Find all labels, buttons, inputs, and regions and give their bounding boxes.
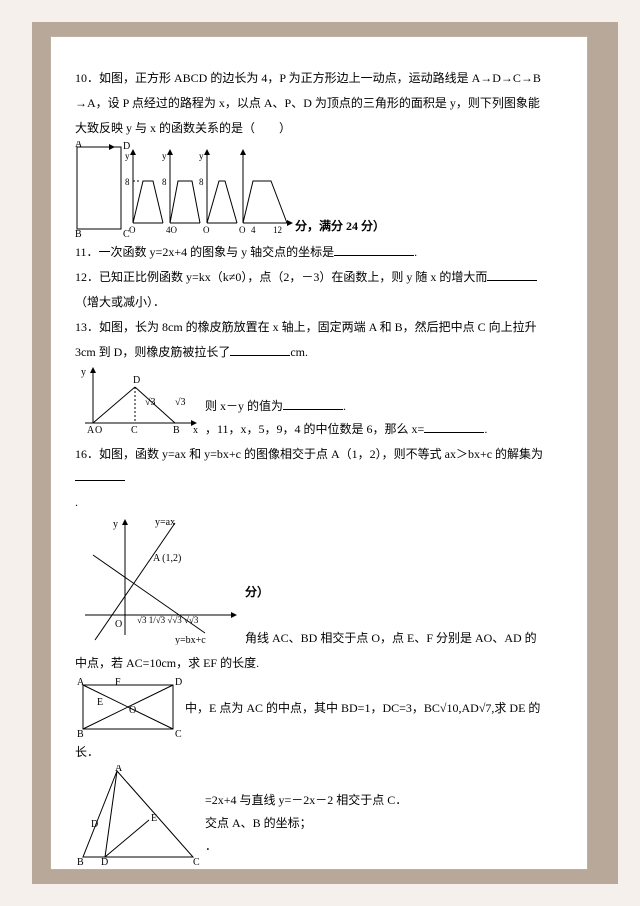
q18-ad: AD xyxy=(461,701,478,715)
q16-text: 16．如图，函数 y=ax 和 y=bx+c 的图像相交于点 A（1，2），则不… xyxy=(75,447,543,461)
q17-B: B xyxy=(77,729,84,739)
q11: 11．一次函数 y=2x+4 的图象与 y 轴交点的坐标是. xyxy=(75,241,563,264)
q17-F: F xyxy=(115,677,121,688)
q13-sqrt3a: √3 xyxy=(145,397,156,408)
q15-blank[interactable] xyxy=(424,419,484,433)
q18-Dm: D xyxy=(91,819,98,830)
q16-A: A (1,2) xyxy=(153,553,181,564)
q14-blank[interactable] xyxy=(283,396,343,410)
q17-C: C xyxy=(175,729,182,739)
q18-B: B xyxy=(77,857,84,865)
q13-blank[interactable] xyxy=(230,342,290,356)
q11-text: 11．一次函数 y=2x+4 的图象与 y 轴交点的坐标是 xyxy=(75,245,334,259)
q13-figure-row: y A O C B D √3 √3 x 则 x－y 的值为. ，11，x，5，9… xyxy=(75,365,563,441)
q10-line2: →A，设 P 点经过的路程为 x，以点 A、P、D 为顶点的三角形的面积是 y，… xyxy=(75,92,563,115)
mini2-y: y xyxy=(162,151,167,161)
mini3-8: 8 xyxy=(199,177,204,187)
q19-l1: =2x+4 与直线 y=－2x－2 相交于点 C． xyxy=(205,793,407,807)
q11-blank[interactable] xyxy=(334,242,414,256)
sqrt7: √7 xyxy=(479,701,492,715)
q17-figure-row: A F D B C E O 中，E 点为 AC 的中点，其中 BD=1，DC=3… xyxy=(75,677,563,739)
mini1-8: 8 xyxy=(125,177,130,187)
q17-l2: 中点，若 AC=10cm，求 EF 的长度. xyxy=(75,652,563,675)
section-text: 分） xyxy=(245,585,269,599)
mini3-y: y xyxy=(199,151,204,161)
q16-dot: . xyxy=(75,491,563,514)
q18-C: C xyxy=(193,857,200,865)
q13-unit: cm. xyxy=(290,345,308,359)
q17-D: D xyxy=(175,677,182,688)
q18-mid: 中，E 点为 AC 的中点，其中 BD=1，DC=3，BC xyxy=(185,701,440,715)
q18-D: D xyxy=(101,857,108,865)
q13-B: B xyxy=(173,425,180,435)
q17-tail: 角线 AC、BD 相交于点 O，点 E、F 分别是 AO、AD 的 xyxy=(245,631,537,645)
q16-y: y xyxy=(113,519,118,530)
mini2-4O: 4O xyxy=(166,225,178,235)
q16: 16．如图，函数 y=ax 和 y=bx+c 的图像相交于点 A（1，2），则不… xyxy=(75,443,563,489)
q16-sqrts: √3 1/√3 √√3 √√3 xyxy=(137,615,199,625)
outer-frame: 10．如图，正方形 ABCD 的边长为 4，P 为正方形边上一动点，运动路线是 … xyxy=(32,22,618,884)
mini1-O: O xyxy=(129,225,136,235)
q13-D: D xyxy=(133,375,140,386)
q18-tail: 求 DE 的 xyxy=(494,701,540,715)
q18-A: A xyxy=(115,765,123,774)
q18-figure: A B C D E D xyxy=(75,765,205,865)
sqrt10: √10 xyxy=(440,701,459,715)
q13-y: y xyxy=(81,367,86,378)
q10-line1: 10．如图，正方形 ABCD 的边长为 4，P 为正方形边上一动点，运动路线是 … xyxy=(75,67,563,90)
q13-l2: 3cm 到 D，则橡皮筋被拉长了 cm. xyxy=(75,341,563,364)
q19-l2: 交点 A、B 的坐标； xyxy=(205,816,312,830)
q17-O: O xyxy=(129,705,136,716)
content: 10．如图，正方形 ABCD 的边长为 4，P 为正方形边上一动点，运动路线是 … xyxy=(75,67,563,865)
mini3-O: O xyxy=(203,225,210,235)
q10-score: 分，满分 24 分） xyxy=(295,141,563,238)
q18-E: E xyxy=(151,813,157,824)
q16-blank[interactable] xyxy=(75,467,125,481)
q12-pre: 12．已知正比例函数 y=kx（k≠0），点（2，－3）在函数上，则 y 随 x… xyxy=(75,270,487,284)
q13-O: O xyxy=(95,425,102,435)
q17-E: E xyxy=(97,697,103,708)
q15-inline: ，11，x，5，9，4 的中位数是 6，那么 x= xyxy=(205,422,424,436)
q13-l2-text: 3cm 到 D，则橡皮筋被拉长了 xyxy=(75,345,230,359)
q14-inline: 则 x－y 的值为 xyxy=(205,399,283,413)
q16-figure-row: y y=ax y=bx+c A (1,2) O √3 1/√3 √√3 √√3 … xyxy=(75,515,563,649)
q12-blank[interactable] xyxy=(487,267,537,281)
page: 10．如图，正方形 ABCD 的边长为 4，P 为正方形边上一动点，运动路线是 … xyxy=(50,36,588,870)
q13-A: A xyxy=(87,425,95,435)
q13-sqrt3b: √3 xyxy=(175,397,186,408)
q10-line3: 大致反映 y 与 x 的函数关系的是（ ） xyxy=(75,117,563,140)
mini4-O: O xyxy=(239,225,246,235)
q18-l2: 长． xyxy=(75,741,563,764)
q16-O: O xyxy=(115,619,122,630)
q18-figure-row: A B C D E D =2x+4 与直线 y=－2x－2 相交于点 C． 交点… xyxy=(75,765,563,865)
q16-ybx: y=bx+c xyxy=(175,635,206,645)
q13-x: x xyxy=(193,425,198,435)
q10-score-text: 分，满分 24 分） xyxy=(295,219,385,233)
q17-A: A xyxy=(77,677,85,688)
label-A: A xyxy=(75,141,83,150)
q12-post: （增大或减小）． xyxy=(75,291,563,314)
q10-figure: A D B C y 8 O xyxy=(75,141,295,239)
label-B: B xyxy=(75,229,82,239)
q17-figure: A F D B C E O xyxy=(75,677,185,739)
q16-figure: y y=ax y=bx+c A (1,2) O √3 1/√3 √√3 √√3 xyxy=(75,515,245,645)
q19-l3: ． xyxy=(205,839,217,853)
q16-yax: y=ax xyxy=(155,517,175,528)
mini1-y: y xyxy=(125,151,130,161)
q13-l1: 13．如图，长为 8cm 的橡皮筋放置在 x 轴上，固定两端 A 和 B，然后把… xyxy=(75,316,563,339)
q10-figure-row: A D B C y 8 O xyxy=(75,141,563,239)
q13-figure: y A O C B D √3 √3 x xyxy=(75,365,205,435)
q12: 12．已知正比例函数 y=kx（k≠0），点（2，－3）在函数上，则 y 随 x… xyxy=(75,266,563,289)
q13-C: C xyxy=(131,425,138,435)
mini4-4: 4 xyxy=(251,225,256,235)
mini2-8: 8 xyxy=(162,177,167,187)
mini4-12: 12 xyxy=(273,225,282,235)
